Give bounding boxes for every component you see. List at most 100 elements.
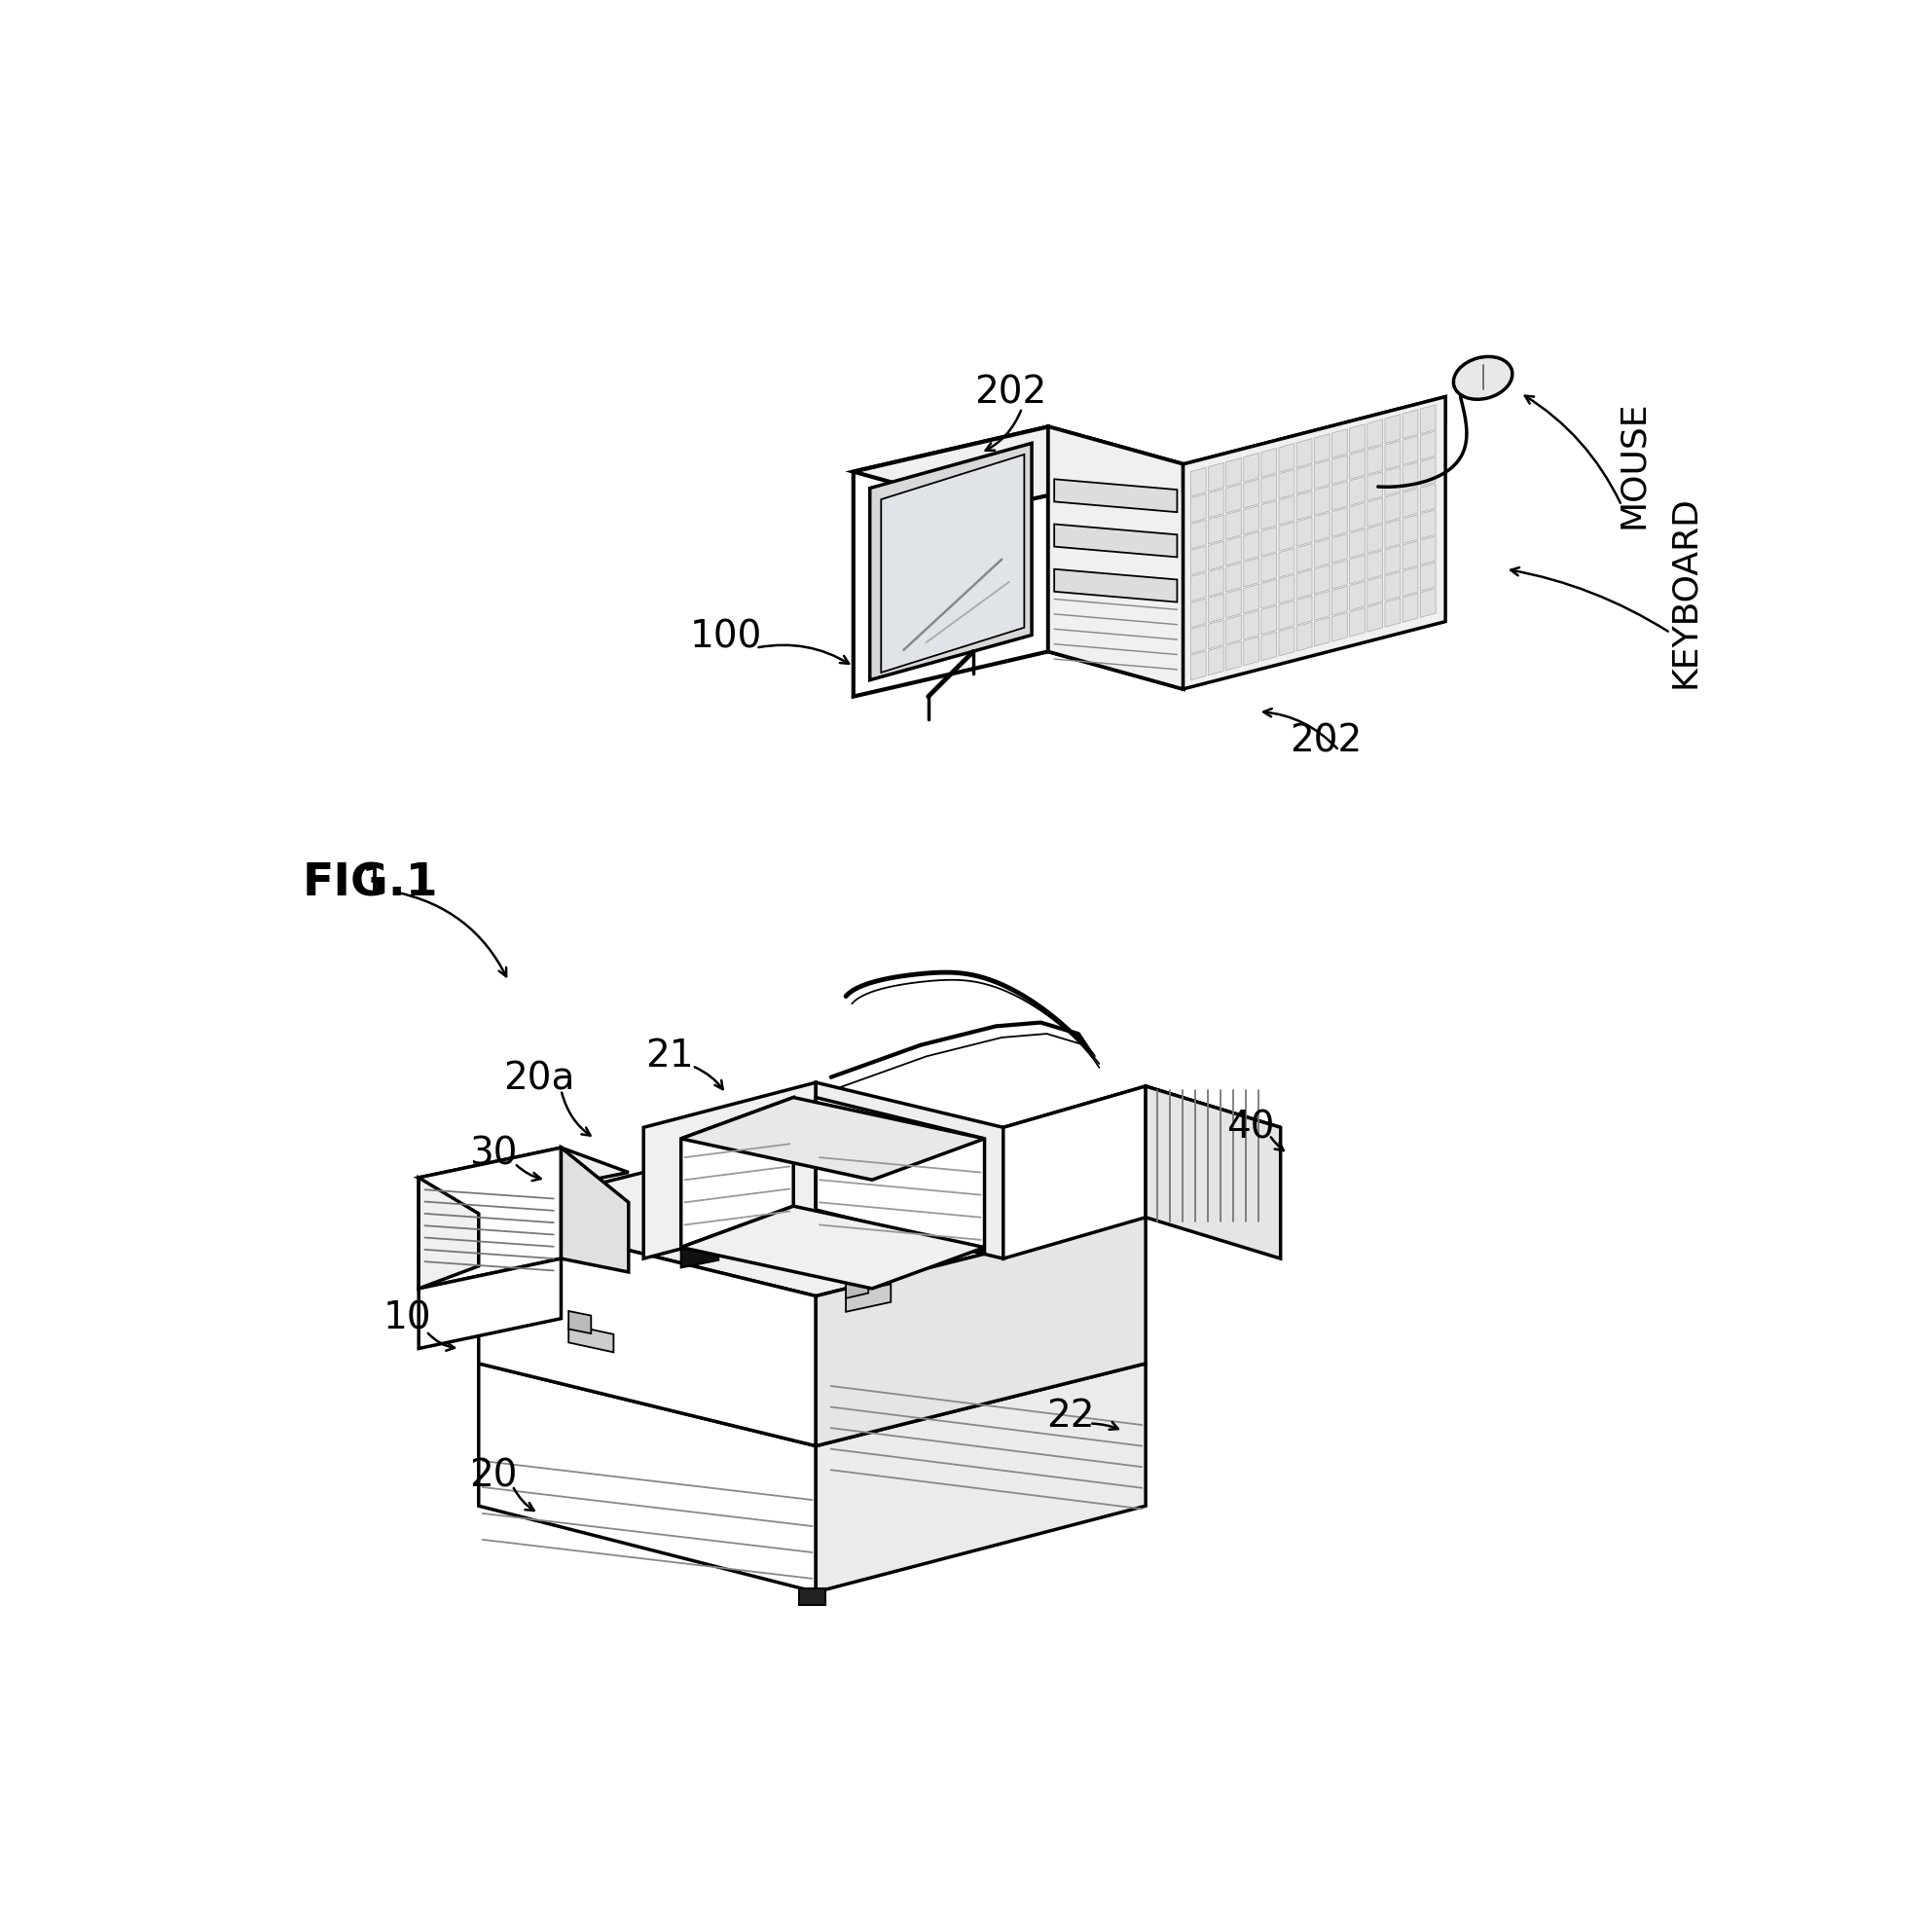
Polygon shape <box>1190 572 1206 601</box>
Polygon shape <box>1403 566 1418 595</box>
Text: 100: 100 <box>690 618 761 655</box>
Polygon shape <box>1262 527 1277 556</box>
Polygon shape <box>419 1258 560 1349</box>
Polygon shape <box>643 1082 815 1258</box>
Polygon shape <box>560 1148 628 1271</box>
Polygon shape <box>1227 458 1242 487</box>
Polygon shape <box>1262 632 1277 661</box>
Polygon shape <box>1331 585 1347 614</box>
Polygon shape <box>846 1285 891 1312</box>
Polygon shape <box>1331 612 1347 641</box>
Polygon shape <box>1403 410 1418 439</box>
Polygon shape <box>1262 605 1277 634</box>
Polygon shape <box>680 1206 985 1289</box>
Polygon shape <box>1208 645 1223 674</box>
Polygon shape <box>1368 551 1383 580</box>
Polygon shape <box>1403 541 1418 570</box>
Polygon shape <box>1403 489 1418 518</box>
Polygon shape <box>419 1179 479 1289</box>
Polygon shape <box>1420 406 1435 435</box>
Polygon shape <box>1208 620 1223 649</box>
Polygon shape <box>479 1213 815 1445</box>
Polygon shape <box>1244 506 1260 535</box>
Polygon shape <box>1227 562 1242 591</box>
Polygon shape <box>1420 458 1435 487</box>
Text: 22: 22 <box>1047 1397 1095 1434</box>
Polygon shape <box>1190 547 1206 576</box>
Polygon shape <box>1368 603 1383 632</box>
Polygon shape <box>1296 543 1312 572</box>
Polygon shape <box>1420 589 1435 618</box>
Polygon shape <box>854 427 1182 510</box>
Polygon shape <box>1049 427 1182 690</box>
Text: KEYBOARD: KEYBOARD <box>1669 495 1702 688</box>
Polygon shape <box>869 442 1032 680</box>
Polygon shape <box>1190 651 1206 680</box>
Polygon shape <box>1190 624 1206 653</box>
Polygon shape <box>1314 618 1329 647</box>
Polygon shape <box>1208 593 1223 622</box>
Polygon shape <box>1055 570 1177 603</box>
Polygon shape <box>1146 1086 1281 1258</box>
Polygon shape <box>1279 442 1294 471</box>
Polygon shape <box>815 1097 985 1252</box>
Polygon shape <box>1279 628 1294 657</box>
Polygon shape <box>1227 614 1242 643</box>
Polygon shape <box>1279 469 1294 498</box>
Polygon shape <box>854 427 1049 697</box>
Polygon shape <box>479 1364 815 1592</box>
Polygon shape <box>1262 553 1277 582</box>
Polygon shape <box>1368 471 1383 500</box>
Polygon shape <box>1403 593 1418 622</box>
Polygon shape <box>1314 433 1329 462</box>
Polygon shape <box>1190 520 1206 549</box>
Polygon shape <box>1385 415 1401 444</box>
Polygon shape <box>1331 533 1347 562</box>
Polygon shape <box>680 1097 794 1248</box>
Polygon shape <box>1368 576 1383 605</box>
Polygon shape <box>680 1097 985 1180</box>
Polygon shape <box>1420 562 1435 591</box>
Text: FIG.1: FIG.1 <box>303 862 439 906</box>
Polygon shape <box>1262 475 1277 504</box>
Polygon shape <box>1350 609 1366 638</box>
Text: 30: 30 <box>469 1136 518 1173</box>
Polygon shape <box>1244 452 1260 481</box>
Polygon shape <box>1279 522 1294 551</box>
Polygon shape <box>1279 574 1294 603</box>
Polygon shape <box>1368 524 1383 553</box>
Polygon shape <box>1003 1086 1281 1128</box>
Polygon shape <box>1049 427 1182 690</box>
Polygon shape <box>1244 638 1260 665</box>
Text: 10: 10 <box>383 1300 431 1337</box>
Polygon shape <box>1350 477 1366 506</box>
Polygon shape <box>1368 498 1383 527</box>
Polygon shape <box>1003 1086 1146 1258</box>
Polygon shape <box>568 1312 591 1333</box>
Polygon shape <box>1314 460 1329 489</box>
Polygon shape <box>1331 429 1347 458</box>
Polygon shape <box>1385 493 1401 522</box>
Polygon shape <box>1331 481 1347 510</box>
Polygon shape <box>881 454 1024 672</box>
Polygon shape <box>1208 541 1223 570</box>
Text: 20: 20 <box>469 1457 518 1495</box>
Polygon shape <box>1296 570 1312 599</box>
Polygon shape <box>1262 500 1277 529</box>
Polygon shape <box>680 1242 719 1267</box>
Polygon shape <box>1296 622 1312 651</box>
Polygon shape <box>1331 508 1347 537</box>
Polygon shape <box>1208 516 1223 545</box>
Text: 40: 40 <box>1227 1109 1275 1146</box>
Polygon shape <box>1244 531 1260 560</box>
Polygon shape <box>846 1275 867 1298</box>
Polygon shape <box>1190 468 1206 497</box>
Polygon shape <box>1244 583 1260 612</box>
Polygon shape <box>1314 487 1329 516</box>
Polygon shape <box>1244 611 1260 639</box>
Polygon shape <box>1350 554 1366 583</box>
Polygon shape <box>419 1148 560 1289</box>
Polygon shape <box>1368 446 1383 475</box>
Polygon shape <box>1208 489 1223 518</box>
Polygon shape <box>1244 479 1260 508</box>
